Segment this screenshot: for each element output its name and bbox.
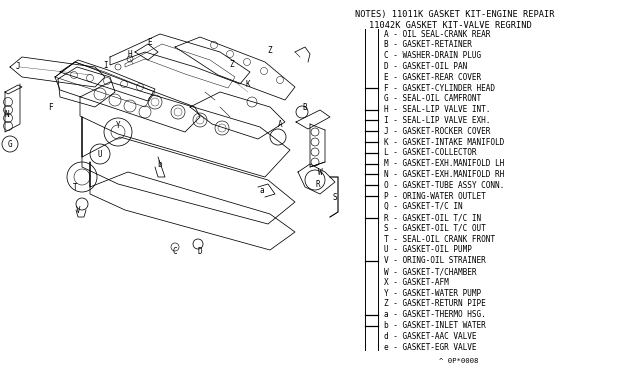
Text: U - GASKET-OIL PUMP: U - GASKET-OIL PUMP <box>384 246 472 254</box>
Text: N: N <box>4 109 10 119</box>
Text: Q - GASKET-T/C IN: Q - GASKET-T/C IN <box>384 202 463 211</box>
Text: T - SEAL-OIL CRANK FRONT: T - SEAL-OIL CRANK FRONT <box>384 235 495 244</box>
Text: J - GASKET-ROCKER COVER: J - GASKET-ROCKER COVER <box>384 127 490 136</box>
Text: S - GASKET-OIL T/C OUT: S - GASKET-OIL T/C OUT <box>384 224 486 233</box>
Text: G: G <box>8 140 12 148</box>
Text: S: S <box>333 192 337 202</box>
Text: K: K <box>246 80 250 89</box>
Text: NOTES) 11011K GASKET KIT-ENGINE REPAIR: NOTES) 11011K GASKET KIT-ENGINE REPAIR <box>355 10 554 19</box>
Text: a: a <box>260 186 264 195</box>
Text: C - WASHER-DRAIN PLUG: C - WASHER-DRAIN PLUG <box>384 51 481 60</box>
Text: W - GASKET-T/CHAMBER: W - GASKET-T/CHAMBER <box>384 267 477 276</box>
Text: L - GASKET-COLLECTOR: L - GASKET-COLLECTOR <box>384 148 477 157</box>
Text: K - GASKET-INTAKE MANIFOLD: K - GASKET-INTAKE MANIFOLD <box>384 138 504 147</box>
Text: E - GASKET-REAR COVER: E - GASKET-REAR COVER <box>384 73 481 82</box>
Text: P - ORING-WATER OUTLET: P - ORING-WATER OUTLET <box>384 192 486 201</box>
Text: F: F <box>48 103 52 112</box>
Text: X - GASKET-AFM: X - GASKET-AFM <box>384 278 449 287</box>
Text: B - GASKET-RETAINER: B - GASKET-RETAINER <box>384 40 472 49</box>
Text: N - GASKET-EXH.MANIFOLD RH: N - GASKET-EXH.MANIFOLD RH <box>384 170 504 179</box>
Text: M - GASKET-EXH.MANIFOLD LH: M - GASKET-EXH.MANIFOLD LH <box>384 159 504 168</box>
Text: I - SEAL-LIP VALVE EXH.: I - SEAL-LIP VALVE EXH. <box>384 116 490 125</box>
Text: B: B <box>303 103 307 112</box>
Text: U: U <box>98 150 102 158</box>
Text: E: E <box>148 38 152 46</box>
Text: b - GASKET-INLET WATER: b - GASKET-INLET WATER <box>384 321 486 330</box>
Text: A: A <box>278 119 282 128</box>
Text: R: R <box>316 180 320 189</box>
Text: 11042K GASKET KIT-VALVE REGRIND: 11042K GASKET KIT-VALVE REGRIND <box>369 21 532 30</box>
Text: d - GASKET-AAC VALVE: d - GASKET-AAC VALVE <box>384 332 477 341</box>
Text: H: H <box>128 49 132 58</box>
Text: Y: Y <box>116 121 120 129</box>
Text: R - GASKET-OIL T/C IN: R - GASKET-OIL T/C IN <box>384 213 481 222</box>
Text: I: I <box>104 61 108 70</box>
Text: C: C <box>173 247 177 257</box>
Text: F - GASKET-CYLINDER HEAD: F - GASKET-CYLINDER HEAD <box>384 83 495 93</box>
Text: D: D <box>198 247 202 257</box>
Text: V: V <box>76 205 80 215</box>
Text: ^ 0P*0008: ^ 0P*0008 <box>439 358 478 364</box>
Text: A - OIL SEAL-CRANK REAR: A - OIL SEAL-CRANK REAR <box>384 29 490 38</box>
Text: b: b <box>157 160 163 169</box>
Text: J: J <box>16 61 20 71</box>
Text: Z: Z <box>230 60 234 68</box>
Text: D - GASKET-OIL PAN: D - GASKET-OIL PAN <box>384 62 467 71</box>
Text: Z: Z <box>268 45 272 55</box>
Text: G - SEAL-OIL CAMFRONT: G - SEAL-OIL CAMFRONT <box>384 94 481 103</box>
Text: H - SEAL-LIP VALVE INT.: H - SEAL-LIP VALVE INT. <box>384 105 490 114</box>
Text: W: W <box>317 167 323 176</box>
Text: Z - GASKET-RETURN PIPE: Z - GASKET-RETURN PIPE <box>384 299 486 308</box>
Text: T: T <box>73 183 77 192</box>
Text: V - ORING-OIL STRAINER: V - ORING-OIL STRAINER <box>384 256 486 265</box>
Text: Y - GASKET-WATER PUMP: Y - GASKET-WATER PUMP <box>384 289 481 298</box>
Bar <box>0 0 340 372</box>
Text: e - GASKET-EGR VALVE: e - GASKET-EGR VALVE <box>384 343 477 352</box>
Text: O - GASKET-TUBE ASSY CONN.: O - GASKET-TUBE ASSY CONN. <box>384 181 504 190</box>
Text: a - GASKET-THERMO HSG.: a - GASKET-THERMO HSG. <box>384 310 486 319</box>
